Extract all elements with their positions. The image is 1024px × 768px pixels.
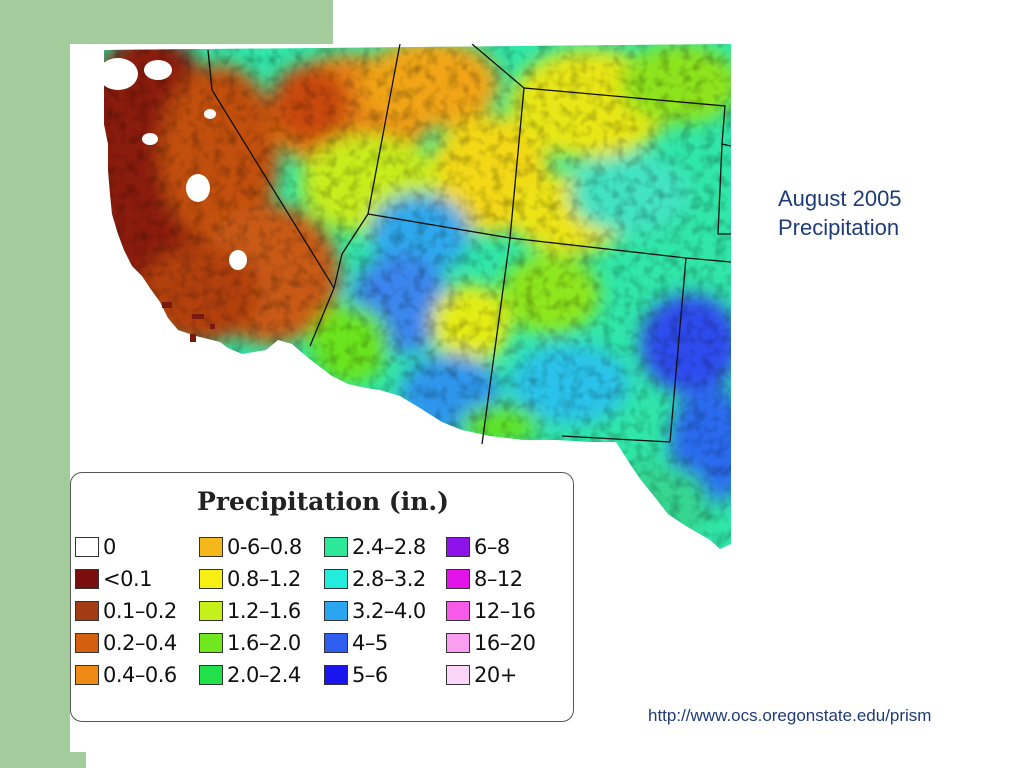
legend-item: 12–16 <box>446 595 536 627</box>
precipitation-legend: Precipitation (in.) 0 <0.1 0.1–0.2 0.2–0.4 0… <box>70 472 574 722</box>
slide-title-line2: Precipitation <box>778 215 900 240</box>
legend-item: 20+ <box>446 659 535 691</box>
legend-item: <0.1 <box>75 563 177 595</box>
legend-label: 2.4–2.8 <box>352 535 426 559</box>
legend-swatch <box>446 665 470 685</box>
legend-swatch <box>75 569 99 589</box>
decorative-green-bar-foot <box>0 752 86 768</box>
legend-title: Precipitation (in.) <box>197 487 449 516</box>
legend-item: 8–12 <box>446 563 535 595</box>
legend-item: 0 <box>75 531 177 563</box>
legend-label: 5–6 <box>352 663 388 687</box>
legend-item: 3.2–4.0 <box>324 595 426 627</box>
legend-item: 0.8–1.2 <box>199 563 302 595</box>
legend-item: 5–6 <box>324 659 426 691</box>
legend-swatch <box>324 665 348 685</box>
legend-swatch <box>324 537 348 557</box>
legend-item: 1.2–1.6 <box>199 595 302 627</box>
legend-swatch <box>199 665 223 685</box>
legend-label: 2.0–2.4 <box>227 663 301 687</box>
legend-swatch <box>199 633 223 653</box>
legend-column: 2.4–2.8 2.8–3.2 3.2–4.0 4–5 5–6 <box>324 531 426 691</box>
legend-column: 6–8 8–12 12–16 16–20 20+ <box>446 531 536 691</box>
legend-swatch <box>324 569 348 589</box>
legend-label: 6–8 <box>474 535 510 559</box>
legend-item: 1.6–2.0 <box>199 627 302 659</box>
legend-swatch <box>324 633 348 653</box>
legend-item: 0.2–0.4 <box>75 627 177 659</box>
precipitation-map-graphic <box>104 44 731 549</box>
decorative-green-bar-left <box>0 0 70 752</box>
legend-swatch <box>199 601 223 621</box>
legend-column: 0 <0.1 0.1–0.2 0.2–0.4 0.4–0.6 <box>75 531 177 691</box>
legend-swatch <box>446 569 470 589</box>
legend-label: 4–5 <box>352 631 388 655</box>
legend-label: 0.8–1.2 <box>227 567 301 591</box>
legend-swatch <box>75 633 99 653</box>
legend-swatch <box>75 537 99 557</box>
legend-label: 12–16 <box>474 599 536 623</box>
legend-item: 0.4–0.6 <box>75 659 177 691</box>
legend-swatch <box>446 633 470 653</box>
legend-item: 0.1–0.2 <box>75 595 177 627</box>
precipitation-map <box>70 44 731 556</box>
legend-item: 2.8–3.2 <box>324 563 426 595</box>
legend-swatch <box>75 601 99 621</box>
legend-label: 16–20 <box>474 631 536 655</box>
legend-column: 0-6–0.8 0.8–1.2 1.2–1.6 1.6–2.0 2.0–2.4 <box>199 531 302 691</box>
legend-label: <0.1 <box>103 567 153 591</box>
legend-swatch <box>199 569 223 589</box>
legend-label: 1.2–1.6 <box>227 599 301 623</box>
legend-swatch <box>446 537 470 557</box>
legend-label: 20+ <box>474 663 517 687</box>
source-url[interactable]: http://www.ocs.oregonstate.edu/prism <box>648 706 932 725</box>
slide-title: August 2005 Precipitation <box>778 184 998 242</box>
legend-swatch <box>75 665 99 685</box>
legend-swatch <box>446 601 470 621</box>
legend-item: 6–8 <box>446 531 535 563</box>
legend-item: 16–20 <box>446 627 536 659</box>
legend-label: 0.1–0.2 <box>103 599 177 623</box>
legend-swatch <box>324 601 348 621</box>
legend-swatch <box>199 537 223 557</box>
legend-item: 2.4–2.8 <box>324 531 426 563</box>
legend-label: 8–12 <box>474 567 523 591</box>
slide-title-line1: August 2005 <box>778 186 902 211</box>
legend-label: 0 <box>103 535 116 559</box>
legend-item: 2.0–2.4 <box>199 659 302 691</box>
legend-label: 2.8–3.2 <box>352 567 426 591</box>
legend-label: 0-6–0.8 <box>227 535 302 559</box>
legend-item: 4–5 <box>324 627 426 659</box>
legend-label: 0.2–0.4 <box>103 631 177 655</box>
legend-label: 0.4–0.6 <box>103 663 177 687</box>
legend-label: 1.6–2.0 <box>227 631 301 655</box>
legend-label: 3.2–4.0 <box>352 599 426 623</box>
legend-item: 0-6–0.8 <box>199 531 302 563</box>
